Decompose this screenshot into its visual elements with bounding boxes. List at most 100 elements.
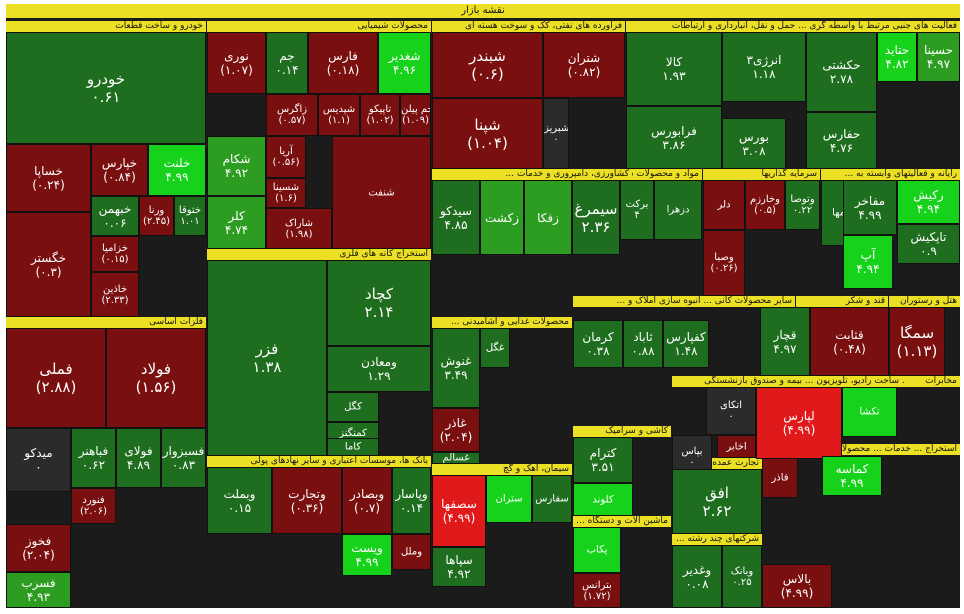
stock-tile[interactable]: وتجارت (۰.۳۶) — [272, 467, 342, 534]
stock-tile[interactable]: خپارس (۰.۸۴) — [91, 144, 148, 196]
stock-tile[interactable]: ثاباد ۰.۸۸ — [623, 320, 663, 368]
stock-tile[interactable]: سیدکو ۴.۸۵ — [432, 180, 480, 255]
stock-tile[interactable]: ورنا (۲.۴۵) — [139, 196, 174, 236]
stock-tile[interactable]: فولاد (۱.۵۶) — [106, 328, 206, 428]
stock-tile[interactable]: شتران (۰.۸۲) — [543, 32, 625, 98]
stock-tile[interactable]: نوری (۱.۰۷) — [207, 32, 266, 94]
stock-tile[interactable]: ختوقا ۱.۰۱ — [174, 196, 206, 236]
stock-tile[interactable]: اتکای ۰ — [706, 387, 756, 435]
stock-tile[interactable]: کترام ۳.۵۱ — [573, 437, 633, 483]
stock-tile[interactable]: حتاید ۴.۸۲ — [877, 32, 917, 82]
stock-tile[interactable]: فباهنر ۰.۶۲ — [71, 428, 116, 488]
stock-tile[interactable]: شاراک (۱.۹۸) — [266, 208, 332, 249]
stock-symbol: ومها — [832, 207, 850, 219]
stock-tile[interactable]: آپ ۴.۹۴ — [843, 235, 893, 289]
stock-tile[interactable]: خلنت ۴.۹۹ — [148, 144, 206, 196]
stock-tile[interactable]: خگستر (۰.۳) — [6, 212, 91, 317]
stock-tile[interactable]: سفارس — [532, 475, 572, 523]
stock-tile[interactable]: شبندر (۰.۶) — [432, 32, 543, 98]
stock-tile[interactable]: غسالم — [432, 452, 480, 464]
stock-tile[interactable]: کرمان ۰.۳۸ — [573, 320, 623, 368]
stock-tile[interactable]: تاپکیش ۰.۹ — [897, 224, 960, 264]
stock-tile[interactable]: فسرب ۴.۹۳ — [6, 572, 71, 608]
stock-tile[interactable]: زفکا — [524, 180, 572, 255]
stock-tile[interactable]: شسینا (۱.۶) — [266, 178, 306, 208]
stock-tile[interactable]: فارس (۰.۱۸) — [308, 32, 378, 94]
stock-tile[interactable]: برکت ۴ — [620, 180, 654, 240]
stock-tile[interactable]: اخابر — [717, 435, 756, 458]
stock-tile[interactable]: سصفها (۴.۹۹) — [432, 475, 486, 547]
stock-tile[interactable]: فخوز (۲.۰۴) — [6, 524, 71, 572]
stock-tile[interactable]: افق ۲.۶۲ — [672, 469, 762, 534]
stock-tile[interactable]: فاذر — [762, 458, 798, 498]
stock-tile[interactable]: فملی (۲.۸۸) — [6, 328, 106, 428]
stock-tile[interactable]: سپاها ۴.۹۲ — [432, 547, 486, 587]
stock-tile[interactable]: وبملت ۰.۱۵ — [207, 467, 272, 534]
stock-tile[interactable]: غاذر (۲.۰۴) — [432, 408, 480, 452]
stock-tile[interactable]: غگل — [480, 328, 510, 368]
stock-tile[interactable]: حکشتی ۲.۷۸ — [806, 32, 877, 112]
stock-tile[interactable]: پکاب — [573, 527, 621, 573]
stock-tile[interactable]: تاپیکو (۱.۰۲) — [360, 94, 400, 136]
stock-tile[interactable]: وبانک ۰.۲۵ — [722, 545, 762, 608]
stock-tile[interactable]: خبهمن ۰.۰۶ — [91, 196, 139, 236]
stock-tile[interactable]: کلر ۴.۷۴ — [207, 196, 266, 249]
stock-tile[interactable]: کلوند — [573, 483, 633, 516]
stock-tile[interactable]: وغدیر ۰.۰۸ — [672, 545, 722, 608]
stock-tile[interactable]: خاذین (۲.۳۳) — [91, 272, 139, 317]
stock-tile[interactable]: زکشت — [480, 180, 524, 255]
stock-tile[interactable]: فولای ۴.۸۹ — [116, 428, 161, 488]
stock-tile[interactable]: کالا ۱.۹۳ — [626, 32, 722, 106]
stock-tile[interactable]: قچار ۴.۹۷ — [760, 307, 810, 376]
stock-tile[interactable]: مفاخر ۴.۹۹ — [843, 180, 897, 235]
stock-tile[interactable]: خودرو ۰.۶۱ — [6, 32, 206, 144]
stock-tile[interactable]: شغدیر ۴.۹۶ — [378, 32, 431, 94]
stock-tile[interactable]: فزر ۱.۳۸ — [207, 260, 327, 456]
stock-tile[interactable]: کفپارس ۱.۴۸ — [663, 320, 709, 368]
stock-tile[interactable]: ستران — [486, 475, 532, 523]
stock-tile[interactable]: دزهرا — [654, 180, 702, 240]
stock-tile[interactable]: بورس ۳.۰۸ — [722, 118, 786, 169]
stock-tile[interactable]: شبریز ۰ — [543, 98, 569, 169]
stock-tile[interactable]: فنورد (۲.۰۶) — [71, 488, 116, 524]
stock-tile[interactable]: وملل — [392, 534, 431, 570]
stock-tile[interactable]: بالاس (۴.۹۹) — [762, 564, 832, 608]
stock-tile[interactable]: وپاسار ۰.۱۴ — [392, 467, 431, 534]
stock-tile[interactable]: حسینا ۴.۹۷ — [917, 32, 960, 82]
stock-tile[interactable]: سیمرغ ۲.۳۶ — [572, 180, 620, 255]
stock-tile[interactable]: میدکو ۰ — [6, 428, 71, 492]
stock-tile[interactable]: وصبا (۰.۲۶) — [703, 230, 745, 296]
stock-tile[interactable]: بترانس (۱.۷۲) — [573, 573, 621, 608]
stock-tile[interactable]: ویست ۴.۹۹ — [342, 534, 392, 576]
stock-tile[interactable]: شپنا (۱.۰۴) — [432, 98, 543, 169]
stock-tile[interactable]: وبصادر (۰.۷) — [342, 467, 392, 534]
stock-tile[interactable]: شکام ۴.۹۲ — [207, 136, 266, 196]
stock-tile[interactable]: جم پیلن (۱.۰۹) — [400, 94, 431, 136]
stock-tile[interactable]: غنوش ۳.۴۹ — [432, 328, 480, 408]
stock-tile[interactable]: سمگا (۱.۱۳) — [889, 307, 945, 376]
stock-tile[interactable]: انرژی۳ ۱.۱۸ — [722, 32, 806, 102]
stock-tile[interactable]: شپدیس (۱.۱) — [318, 94, 360, 136]
stock-tile[interactable]: وتوصا ۰.۲۲ — [785, 180, 820, 230]
stock-tile-content: جم ۰.۱۴ — [267, 49, 307, 77]
stock-tile[interactable]: دلر — [703, 180, 745, 230]
stock-tile[interactable]: رکیش ۴.۹۴ — [897, 180, 960, 224]
stock-tile[interactable]: کاما — [327, 438, 379, 456]
stock-tile[interactable]: فرابورس ۳.۸۶ — [626, 106, 722, 169]
stock-tile[interactable]: فسبزوار ۰.۸۳ — [161, 428, 206, 488]
stock-tile[interactable]: تکشا — [842, 387, 897, 437]
stock-tile[interactable]: لپارس (۴.۹۹) — [756, 387, 842, 459]
stock-tile[interactable]: ومعادن ۱.۲۹ — [327, 346, 431, 392]
stock-tile[interactable]: حفارس ۴.۷۶ — [806, 112, 877, 169]
stock-tile[interactable]: کماسه ۴.۹۹ — [822, 456, 882, 496]
stock-tile[interactable]: قثابت (۰.۴۸) — [810, 307, 889, 376]
stock-tile[interactable]: جم ۰.۱۴ — [266, 32, 308, 94]
stock-tile[interactable]: شنفت — [332, 136, 431, 249]
stock-tile[interactable]: کچاد ۲.۱۴ — [327, 260, 431, 346]
stock-tile[interactable]: زاگرس (۰.۵۷) — [266, 94, 318, 136]
stock-tile[interactable]: خساپا (۰.۲۴) — [6, 144, 91, 212]
stock-tile[interactable]: خزامیا (۰.۱۵) — [91, 236, 139, 272]
stock-tile[interactable]: وخارزم (۰.۵) — [745, 180, 785, 230]
stock-tile[interactable]: آریا (۰.۵۶) — [266, 136, 306, 178]
stock-tile[interactable]: کگل — [327, 392, 379, 422]
